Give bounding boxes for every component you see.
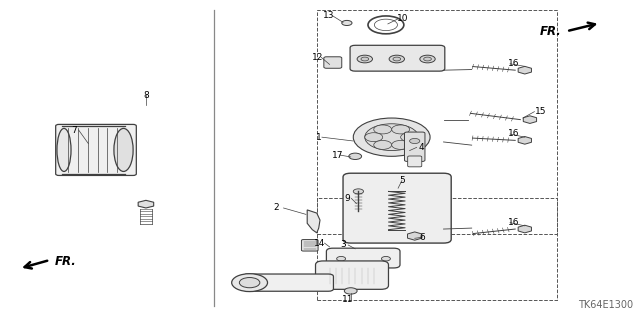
Circle shape	[365, 133, 383, 142]
FancyBboxPatch shape	[56, 124, 136, 175]
Text: FR.: FR.	[54, 255, 76, 268]
Polygon shape	[518, 137, 531, 144]
Text: 8: 8	[143, 91, 148, 100]
Text: 5: 5	[399, 176, 404, 185]
Text: TK64E1300: TK64E1300	[579, 300, 634, 310]
FancyBboxPatch shape	[326, 248, 400, 268]
Text: 15: 15	[535, 107, 547, 116]
Circle shape	[239, 278, 260, 288]
Text: FR.: FR.	[540, 26, 561, 38]
Text: 17: 17	[332, 151, 344, 160]
Text: 4: 4	[419, 143, 424, 152]
Polygon shape	[138, 200, 154, 208]
FancyBboxPatch shape	[343, 173, 451, 243]
Circle shape	[365, 124, 419, 151]
Text: 16: 16	[508, 59, 520, 68]
Text: 16: 16	[508, 130, 520, 138]
Circle shape	[389, 55, 404, 63]
FancyBboxPatch shape	[301, 240, 318, 251]
Circle shape	[401, 133, 419, 142]
Polygon shape	[524, 116, 536, 123]
Circle shape	[232, 274, 268, 292]
Circle shape	[420, 55, 435, 63]
FancyBboxPatch shape	[350, 45, 445, 71]
Text: 16: 16	[508, 218, 520, 227]
Bar	[317, 10, 557, 234]
FancyBboxPatch shape	[316, 261, 388, 289]
Circle shape	[381, 256, 390, 261]
Bar	[317, 198, 557, 300]
Text: 6: 6	[419, 233, 424, 242]
Circle shape	[393, 57, 401, 61]
FancyBboxPatch shape	[243, 274, 333, 291]
Text: 9: 9	[345, 194, 350, 203]
Circle shape	[337, 256, 346, 261]
Text: 11: 11	[342, 295, 353, 304]
Circle shape	[353, 189, 364, 194]
Text: 10: 10	[397, 14, 409, 23]
Polygon shape	[518, 225, 531, 233]
Text: 2: 2	[274, 204, 279, 212]
Ellipse shape	[57, 128, 71, 171]
FancyBboxPatch shape	[324, 57, 342, 68]
Text: 14: 14	[314, 239, 326, 248]
Circle shape	[361, 57, 369, 61]
Circle shape	[344, 288, 357, 294]
Ellipse shape	[114, 128, 133, 171]
Circle shape	[349, 153, 362, 160]
Circle shape	[392, 125, 410, 134]
FancyBboxPatch shape	[408, 156, 422, 167]
Text: 13: 13	[323, 11, 334, 20]
Circle shape	[374, 125, 392, 134]
Text: 12: 12	[312, 53, 323, 62]
Text: 3: 3	[340, 241, 346, 249]
Circle shape	[392, 140, 410, 149]
Circle shape	[424, 57, 431, 61]
Text: 1: 1	[316, 133, 321, 142]
Circle shape	[357, 55, 372, 63]
Circle shape	[410, 138, 420, 144]
Text: 7: 7	[71, 126, 76, 135]
Polygon shape	[408, 232, 422, 240]
Circle shape	[353, 118, 430, 156]
FancyBboxPatch shape	[404, 132, 425, 161]
Polygon shape	[307, 210, 320, 233]
Circle shape	[374, 140, 392, 149]
Polygon shape	[518, 66, 531, 74]
Circle shape	[342, 20, 352, 26]
